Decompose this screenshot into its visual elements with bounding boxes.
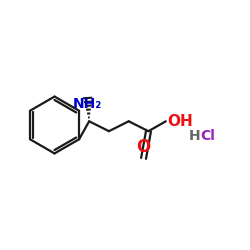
Text: H: H — [188, 129, 200, 143]
Text: OH: OH — [167, 114, 193, 129]
Text: NH₂: NH₂ — [73, 96, 102, 110]
Text: O: O — [136, 138, 151, 156]
Text: Cl: Cl — [200, 129, 215, 143]
